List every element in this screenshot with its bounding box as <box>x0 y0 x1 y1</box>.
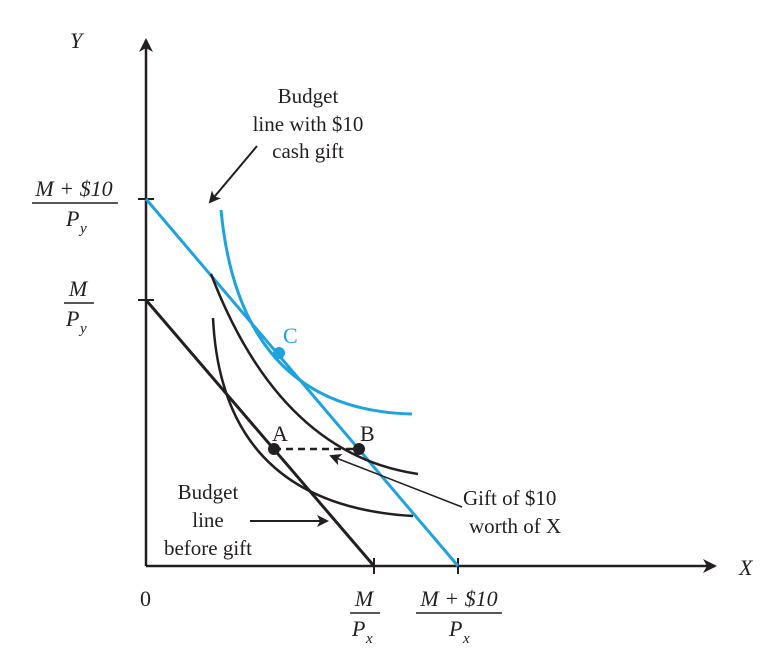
y-tick-label-lower: M P y <box>64 276 94 337</box>
indifference-curve-high <box>219 209 413 416</box>
gift-of-x-line-2: worth of X <box>469 514 561 538</box>
y-tick-label-upper: M + $10 P y <box>32 176 118 237</box>
budget-before-line-2: line <box>192 508 224 532</box>
budget-before-line-3: before gift <box>164 536 252 560</box>
x-inner-denominator: P <box>351 616 365 641</box>
y-upper-denominator: P <box>65 206 79 231</box>
y-upper-subscript: y <box>78 221 87 237</box>
gift-of-x-line-1: Gift of $10 <box>463 486 556 510</box>
x-inner-subscript: x <box>365 631 373 647</box>
point-b <box>353 443 365 455</box>
budget-line-before-gift <box>144 299 376 567</box>
budget-before-annotation: Budget line before gift <box>164 480 252 560</box>
cash-gift-budget-annotation: Budget line with $10 cash gift <box>253 84 364 163</box>
y-lower-subscript: y <box>78 321 87 337</box>
x-outer-numerator: M + $10 <box>419 586 497 611</box>
gift-of-x-annotation: Gift of $10 worth of X <box>463 486 561 538</box>
cash-gift-arrow <box>208 145 258 204</box>
x-tick-label-outer: M + $10 P x <box>416 586 502 647</box>
x-outer-subscript: x <box>462 631 470 647</box>
indifference-curve-mid <box>209 273 419 476</box>
cash-gift-line-3: cash gift <box>272 139 344 163</box>
point-c <box>273 347 285 359</box>
y-lower-numerator: M <box>68 276 89 301</box>
origin-label: 0 <box>140 586 151 611</box>
y-axis-label: Y <box>70 28 85 53</box>
x-outer-denominator: P <box>448 616 462 641</box>
indifference-curve-low <box>211 317 414 518</box>
x-inner-numerator: M <box>354 586 375 611</box>
point-c-label: C <box>283 323 298 348</box>
y-upper-numerator: M + $10 <box>34 176 112 201</box>
point-b-label: B <box>360 421 375 446</box>
gift-of-x-arrow <box>329 454 463 508</box>
cash-gift-line-1: Budget <box>278 84 339 108</box>
point-a <box>268 443 280 455</box>
cash-gift-line-2: line with $10 <box>253 112 364 136</box>
y-lower-denominator: P <box>65 306 79 331</box>
point-a-label: A <box>272 421 288 446</box>
x-tick-label-inner: M P x <box>350 586 380 647</box>
budget-before-line-1: Budget <box>178 480 239 504</box>
x-axis-label: X <box>738 555 754 580</box>
